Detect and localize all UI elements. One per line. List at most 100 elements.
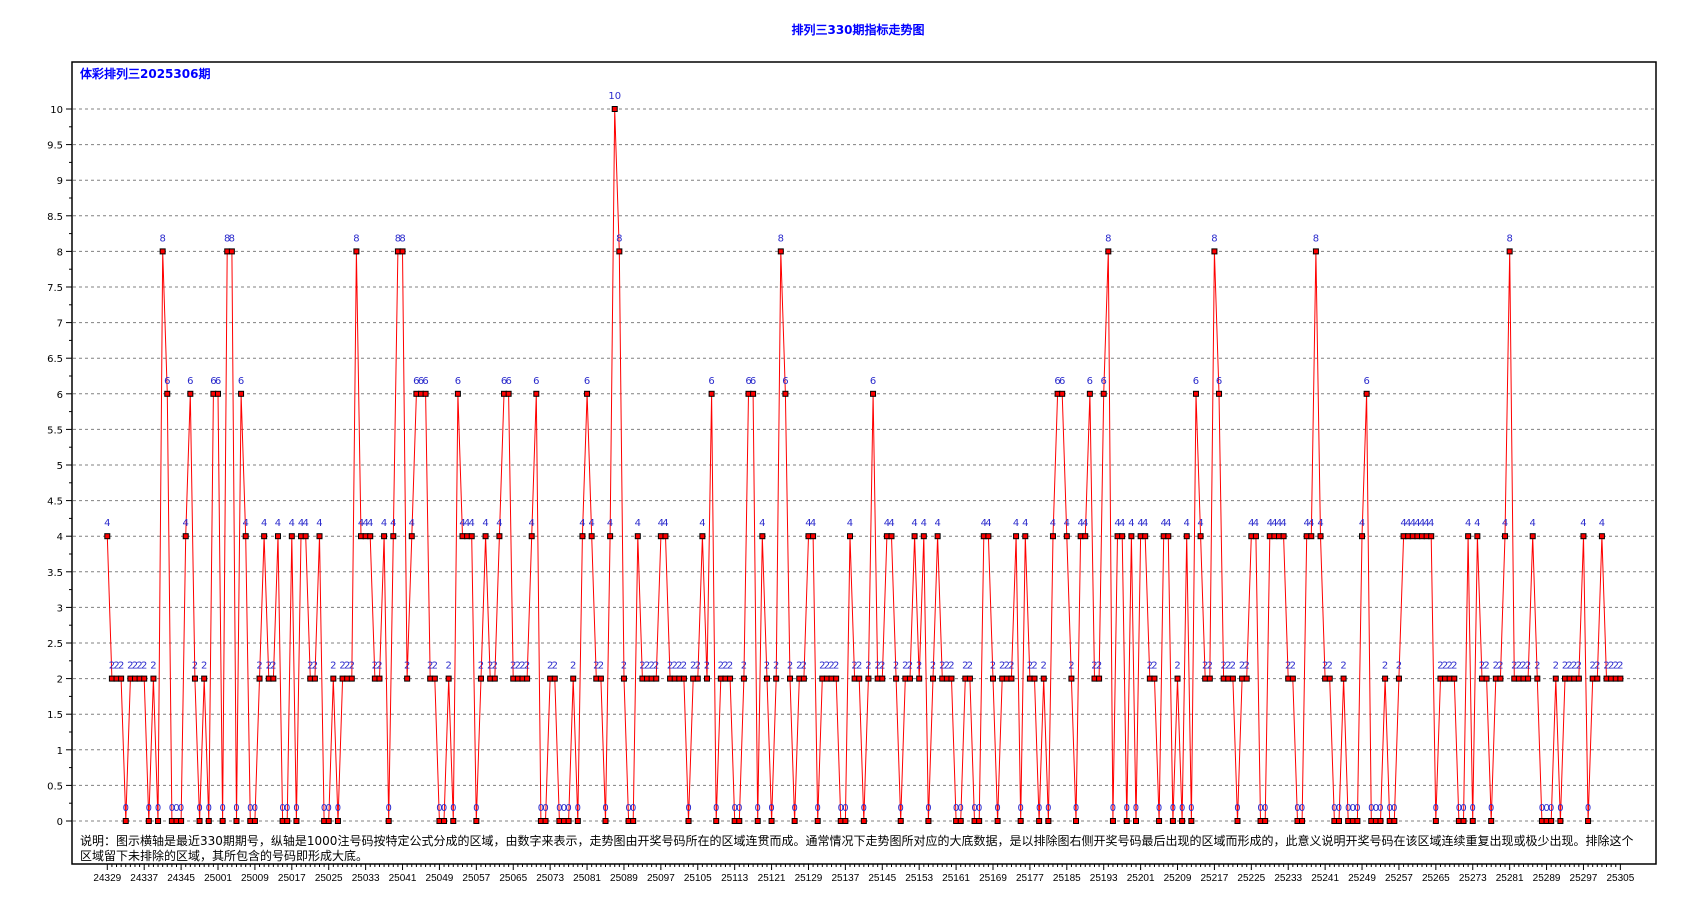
data-label: 2 [256,661,262,672]
data-point [740,675,747,682]
data-label: 4 [1267,518,1273,529]
data-point [1183,533,1190,540]
data-label: 2 [644,661,650,672]
data-label: 4 [1405,518,1411,529]
x-tick-label: 25169 [979,873,1007,884]
data-point [1156,818,1163,824]
data-point [1460,818,1467,824]
data-label: 8 [395,233,401,244]
data-label: 4 [1253,518,1259,529]
data-point [353,248,360,255]
data-label: 2 [593,661,599,672]
data-label: 0 [1387,803,1393,814]
y-tick-label: 3.5 [47,568,63,579]
data-point [1063,533,1070,540]
data-point [1497,675,1504,682]
data-label: 2 [339,661,345,672]
data-point [897,818,904,824]
data-label: 4 [934,518,940,529]
data-label: 2 [851,661,857,672]
data-label: 0 [173,803,179,814]
data-label: 0 [1543,803,1549,814]
data-point [141,675,148,682]
data-point [408,533,415,540]
data-label: 0 [1017,803,1023,814]
data-label: 2 [1562,661,1568,672]
data-label: 2 [141,661,147,672]
data-label: 2 [266,661,272,672]
data-point [1017,818,1024,824]
data-label: 0 [1170,803,1176,814]
data-point [768,818,775,824]
data-label: 0 [971,803,977,814]
data-label: 0 [1539,803,1545,814]
x-tick-label: 25289 [1533,873,1561,884]
data-label: 6 [745,376,751,387]
data-point [1252,533,1259,540]
data-point [1598,533,1605,540]
data-label: 0 [1299,803,1305,814]
data-point [491,675,498,682]
data-label: 4 [1303,518,1309,529]
data-label: 4 [635,518,641,529]
data-point [201,675,208,682]
data-point [1534,675,1541,682]
data-point [1123,818,1130,824]
data-label: 6 [533,376,539,387]
data-label: 2 [833,661,839,672]
data-label: 2 [1479,661,1485,672]
data-label: 4 [1280,518,1286,529]
data-point [1377,818,1384,824]
data-label: 2 [907,661,913,672]
data-label: 4 [1271,518,1277,529]
data-point [251,818,258,824]
data-point [870,390,877,397]
data-label: 4 [1474,518,1480,529]
data-label: 0 [731,803,737,814]
data-label: 2 [1230,661,1236,672]
data-point [565,818,572,824]
x-tick-label: 25049 [426,873,454,884]
data-label: 0 [791,803,797,814]
data-label: 2 [1613,661,1619,672]
data-point [570,675,577,682]
data-point [542,818,549,824]
data-label: 0 [713,803,719,814]
data-point [468,533,475,540]
y-tick-label: 5 [57,461,63,472]
data-label: 2 [1446,661,1452,672]
data-label: 4 [1599,518,1605,529]
data-label: 4 [1414,518,1420,529]
chart-title: 排列三330期指标走势图 [791,23,925,37]
data-label: 6 [1059,376,1065,387]
y-tick-label: 9 [57,176,63,187]
data-point [524,675,531,682]
data-label: 2 [727,661,733,672]
data-point [1280,533,1287,540]
data-point [316,533,323,540]
data-label: 0 [279,803,285,814]
data-label: 4 [1128,518,1134,529]
data-point [330,675,337,682]
data-point [846,533,853,540]
data-point [1216,390,1223,397]
x-tick-label: 25177 [1016,873,1044,884]
data-label: 2 [990,661,996,672]
data-point [205,818,212,824]
data-label: 0 [1110,803,1116,814]
data-label: 0 [1373,803,1379,814]
data-point [178,818,185,824]
data-label: 4 [1410,518,1416,529]
data-point [976,818,983,824]
data-label: 2 [1553,661,1559,672]
data-label: 6 [418,376,424,387]
data-point [1506,248,1513,255]
data-label: 2 [1027,661,1033,672]
data-label: 6 [782,376,788,387]
data-label: 2 [1442,661,1448,672]
data-label: 4 [243,518,249,529]
data-label: 2 [1571,661,1577,672]
data-label: 4 [921,518,927,529]
data-point [145,818,152,824]
data-label: 2 [944,661,950,672]
